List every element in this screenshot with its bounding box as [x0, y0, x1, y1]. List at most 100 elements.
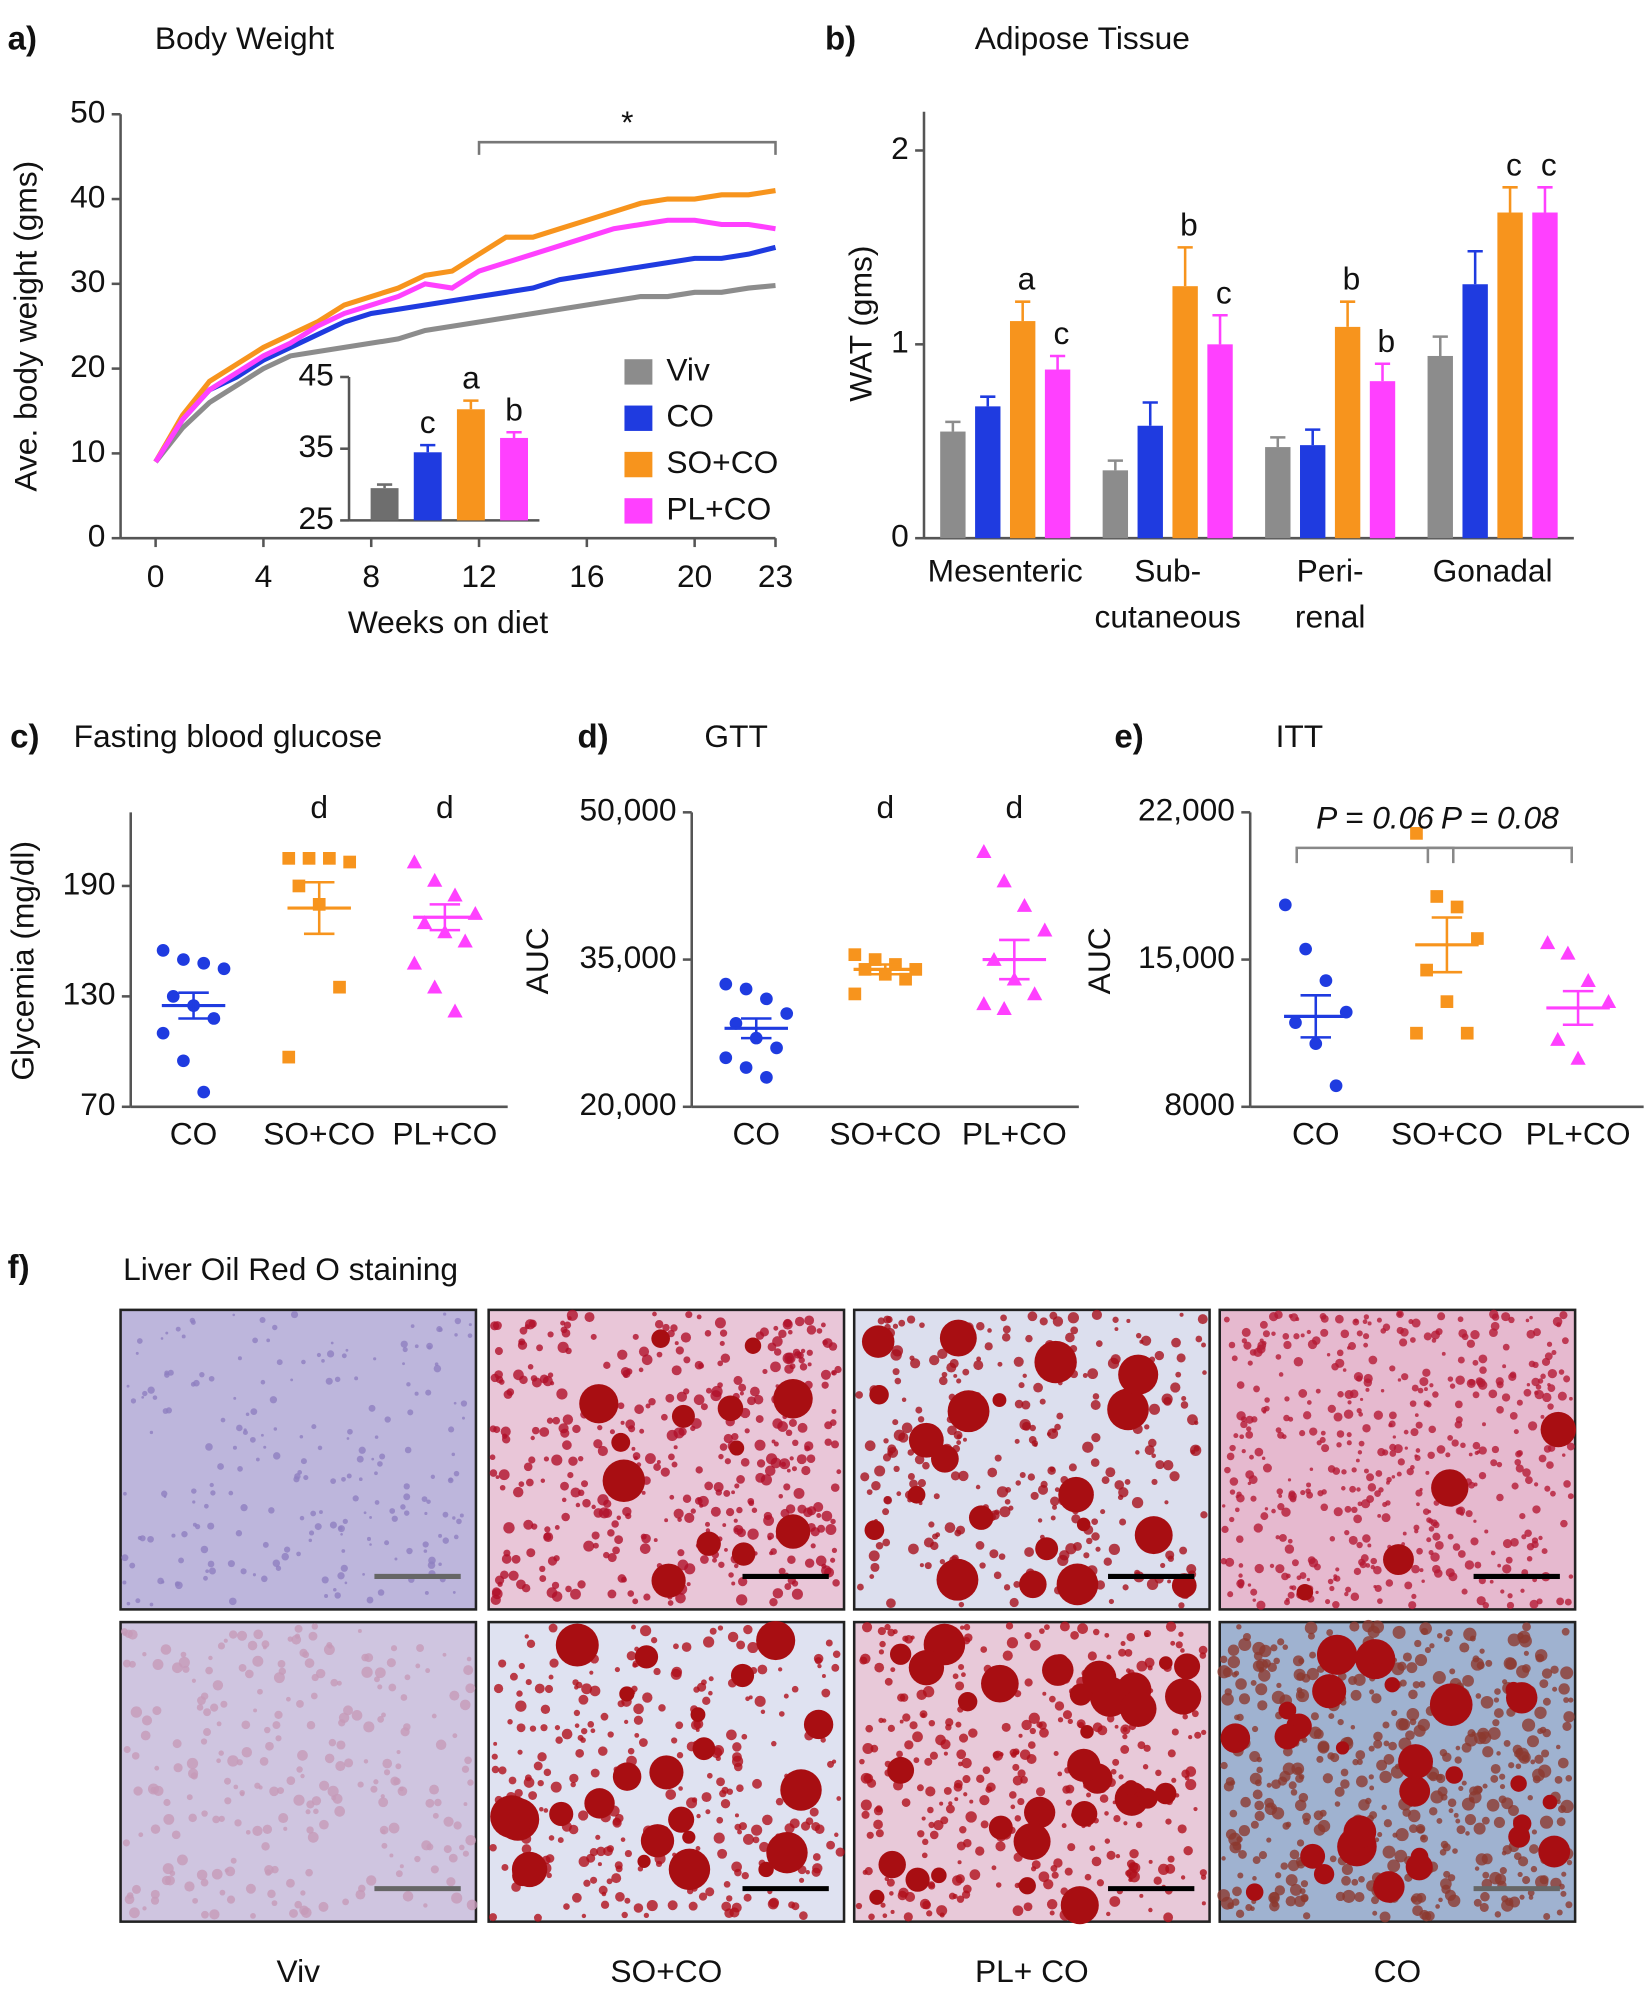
stain-dot [1534, 1482, 1539, 1487]
stain-dot [400, 1694, 408, 1701]
stain-dot [1039, 1317, 1048, 1326]
stain-dot [898, 1319, 906, 1327]
stain-dot [264, 1726, 271, 1734]
stain-dot [272, 1559, 281, 1567]
stain-dot [1254, 1800, 1265, 1811]
stain-dot [227, 1755, 239, 1767]
stain-dot [1245, 1431, 1254, 1439]
stain-dot [489, 1454, 496, 1461]
sem-bar [741, 1017, 772, 1040]
stain-dot [1258, 1851, 1268, 1860]
stain-dot [1087, 1368, 1099, 1380]
stain-dot [706, 1772, 713, 1779]
stain-dot [1300, 1333, 1305, 1338]
stain-dot [1460, 1442, 1466, 1449]
stain-dot [870, 1562, 880, 1572]
stain-dot [296, 1766, 303, 1773]
stain-dot [769, 1597, 778, 1607]
stain-dot [773, 1325, 779, 1331]
legend-label: PL+CO [666, 490, 771, 526]
stain-dot [1105, 1467, 1116, 1478]
stain-dot [378, 1797, 389, 1808]
stain-dot [317, 1445, 323, 1451]
stain-dot [152, 1395, 158, 1400]
stain-dot [250, 1913, 256, 1919]
stain-dot [1220, 1761, 1228, 1770]
stain-dot [928, 1719, 936, 1727]
stain-dot [434, 1362, 439, 1366]
stain-dot [1426, 1537, 1432, 1543]
stain-dot [390, 1645, 398, 1652]
stain-dot [948, 1801, 953, 1806]
bar [1300, 445, 1326, 539]
stain-dot [537, 1752, 547, 1762]
stain-dot [237, 1630, 248, 1641]
x-tick-label: 23 [758, 558, 793, 594]
stain-dot [884, 1677, 893, 1686]
stain-dot [1447, 1798, 1457, 1808]
stain-dot [1424, 1646, 1432, 1654]
stain-dot [772, 1418, 783, 1429]
stain-dot [453, 1534, 459, 1540]
stain-dot [669, 1494, 675, 1500]
stain-dot [603, 1846, 613, 1857]
stain-dot [713, 1482, 724, 1493]
data-point [996, 873, 1012, 888]
stain-dot [1550, 1490, 1556, 1497]
data-point [177, 953, 190, 966]
stain-dot [705, 1528, 711, 1533]
stain-dot [374, 1676, 380, 1683]
stain-dot [595, 1834, 601, 1840]
sem-bar [870, 963, 901, 976]
stain-dot [425, 1389, 432, 1396]
stain-dot [953, 1782, 963, 1792]
stain-dot [1250, 1820, 1259, 1829]
stain-dot [1488, 1389, 1498, 1399]
lipid-droplet [1384, 1677, 1400, 1693]
stain-dot [855, 1391, 863, 1399]
stain-dot [1478, 1354, 1488, 1364]
stain-dot [901, 1798, 911, 1807]
stain-dot [1221, 1504, 1226, 1508]
stain-dot [1275, 1535, 1280, 1540]
stain-dot [1389, 1365, 1396, 1372]
data-point [1410, 1026, 1423, 1040]
stain-dot [1415, 1823, 1426, 1834]
stain-dot [902, 1635, 909, 1642]
stain-dot [577, 1580, 586, 1589]
stain-dot [1496, 1461, 1503, 1468]
stain-dot [1049, 1311, 1058, 1320]
bracket-label: P = 0.06 [1316, 799, 1434, 835]
stain-dot [1429, 1383, 1434, 1388]
sem-bar [1300, 994, 1332, 1039]
stain-dot [720, 1799, 731, 1809]
stain-dot [799, 1911, 808, 1920]
stain-dot [1014, 1815, 1022, 1822]
stain-dot [249, 1436, 256, 1443]
stain-dot [245, 1412, 250, 1417]
bar [1172, 286, 1198, 539]
stain-dot [1319, 1809, 1327, 1817]
stain-dot [638, 1346, 650, 1357]
stain-dot [269, 1786, 279, 1797]
stain-dot [803, 1507, 813, 1518]
stain-dot [980, 1646, 988, 1653]
stain-dot [1563, 1375, 1571, 1383]
stain-dot [492, 1321, 502, 1331]
stain-dot [1516, 1399, 1523, 1406]
group-annotation: d [1006, 789, 1024, 825]
stain-dot [1229, 1780, 1236, 1786]
stain-dot [715, 1755, 721, 1762]
stain-dot [274, 1710, 283, 1720]
stain-dot [859, 1656, 868, 1665]
stain-dot [998, 1553, 1006, 1560]
stain-dot [709, 1627, 717, 1635]
stain-dot [903, 1912, 913, 1922]
stain-dot [894, 1377, 902, 1385]
stain-dot [770, 1361, 781, 1373]
stain-dot [704, 1521, 711, 1527]
stain-dot [459, 1513, 464, 1518]
stain-dot [705, 1387, 712, 1394]
stain-dot [1558, 1369, 1565, 1375]
stain-dot [218, 1815, 225, 1822]
